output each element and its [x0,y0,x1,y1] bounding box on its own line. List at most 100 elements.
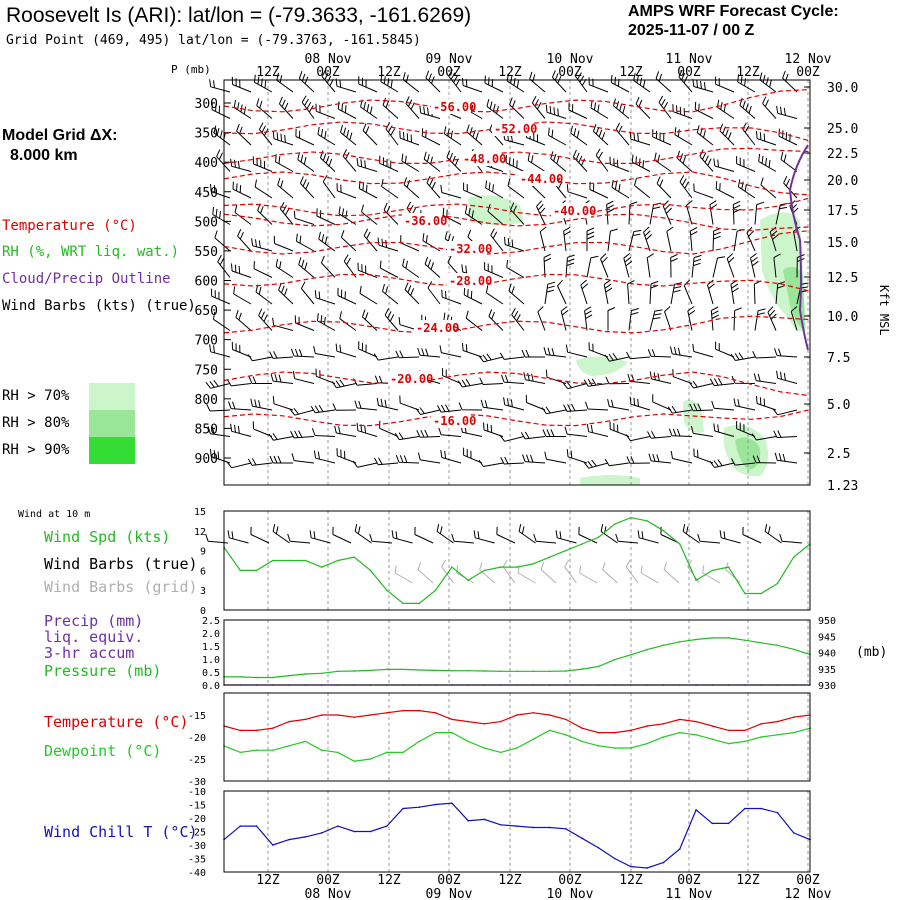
wind-10m-title: Wind at 10 m [18,509,91,520]
top-hour-label: 12Z [736,65,760,80]
bottom-hour-label: 00Z [796,873,820,888]
temperature-line-point [630,729,632,732]
wind-barb [422,233,441,252]
wind-barb [456,565,475,584]
wind-barb [395,455,420,464]
wind-barb [233,100,252,119]
wind-speed-line-point [532,563,535,565]
wind-barb [584,401,609,411]
wind-barb [773,430,798,438]
wind-barb [479,562,495,584]
windchill-line-point [369,830,372,833]
wind-barb [759,72,777,93]
pressure-line-point [760,641,762,644]
dewpoint-line-point [760,736,762,738]
wind-speed-line-point [385,589,388,591]
temperature-isotherm [223,213,811,231]
wind-barb [551,70,567,93]
wind-barb [750,253,759,278]
wind-barb [560,306,569,331]
wind-barb [357,262,378,278]
wind-barb [615,533,639,544]
wind-barb [631,154,651,172]
wind-barb [568,102,588,119]
wind-barb [272,523,290,544]
wind-speed-line-point [272,559,274,562]
wind-speed-line-point [239,569,242,572]
wind-barb [503,132,525,146]
wind-speed-line-point [320,566,323,568]
wind-barb [465,310,483,331]
precip-y-tick: 2.0 [202,629,220,640]
panel-frame [223,692,811,782]
pressure-line-point [613,658,616,661]
wind-barb [767,306,777,331]
wind-barb [544,281,556,305]
wind-barb [335,343,357,358]
pressure-tick-label: 750 [195,363,218,378]
pressure-tick-label: 850 [195,422,218,437]
wind-barb [382,283,399,305]
wind-barb [676,150,693,172]
bottom-date-label: 10 Nov [547,887,594,900]
temperature-y-tick: -20 [188,733,206,744]
bottom-date-label: 11 Nov [666,887,713,900]
wind-barb [290,430,315,439]
wind-barb [758,153,777,172]
wind-barb [775,203,788,225]
isotherm-label-bg [492,121,532,136]
temperature-y-tick: -15 [188,711,206,722]
dewpoint-line-point [402,751,404,754]
wind-y-tick: 12 [194,527,206,538]
top-date-label: 08 Nov [305,52,352,67]
wind-barb [234,204,252,225]
pressure-line-point [418,669,421,671]
wind-barb [423,151,441,172]
model-grid-label: Model Grid ΔX: [2,127,118,144]
wind-barb [358,76,378,93]
wind-speed-line-point [483,569,486,572]
wind-barb [400,235,420,252]
wind-barb [753,280,762,305]
pressure-tick-label: 400 [195,156,218,171]
wind-barb [272,317,294,331]
dewpoint-line-point [516,747,518,749]
top-date-label: 11 Nov [666,52,713,67]
wind-barb [586,424,609,437]
wind-barb [276,72,294,93]
wind-barb [226,379,252,387]
wind-barb [578,526,598,544]
temperature-isotherm [223,273,811,292]
wind-barb [206,403,231,412]
wind-barb [337,101,357,119]
rh-shade-area [783,266,805,330]
wind-barb [595,148,609,172]
wind-barb [564,426,588,437]
isotherm-label-bg [431,413,471,428]
temperature-line-point [532,712,535,714]
bottom-hour-label: 12Z [377,873,401,888]
wind-barb [634,177,651,199]
grid-point-subtitle: Grid Point (469, 495) lat/lon = (-79.376… [6,33,421,48]
wind-barb [790,306,798,331]
legend-temperature: Temperature (°C) [2,218,137,234]
wind-barb [499,352,525,360]
pressure-tick-label: 300 [195,97,218,112]
precip-y-tick: 1.5 [202,642,220,653]
legend-wind-barbs-grid: Wind Barbs (grid) [44,578,198,596]
wind-barb [457,378,483,388]
wind-barb [670,253,678,278]
temperature-line-point [727,729,730,732]
temperature-isotherm [223,315,811,334]
wind-barb [446,150,462,172]
dewpoint-line-point [532,738,535,740]
wind-speed-line-point [467,579,469,582]
wind-barb [712,227,721,252]
wind-barb [279,201,294,225]
wind-barb [405,96,420,119]
pressure-tick-label: 450 [195,186,218,201]
wind-barb [340,230,357,252]
wind-barb [374,457,399,466]
wind-barb [300,281,315,305]
wind-barb [250,398,273,411]
